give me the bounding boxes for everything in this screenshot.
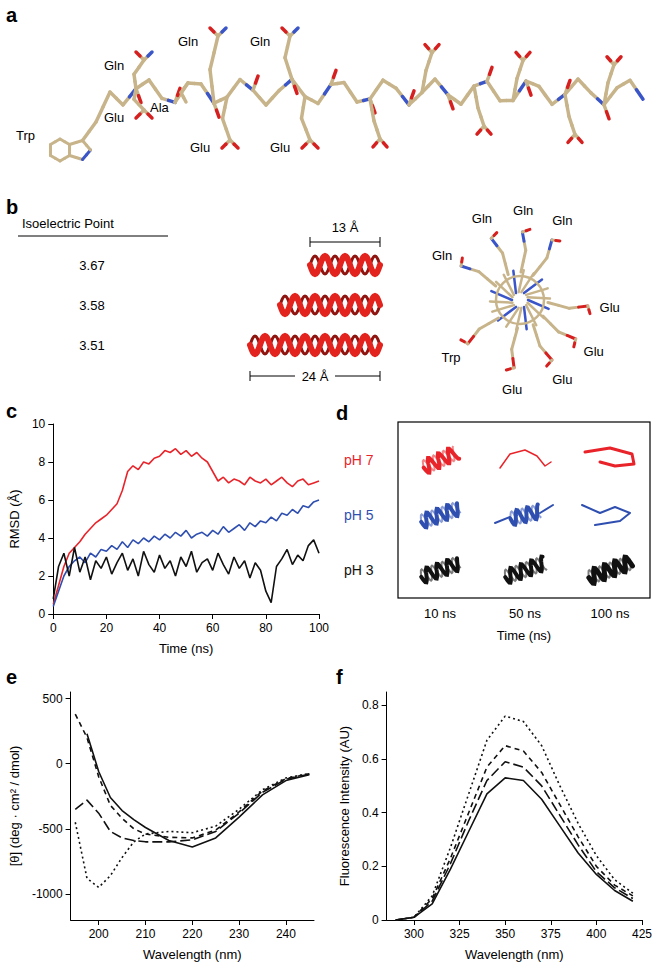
svg-text:10: 10 [32, 417, 46, 431]
svg-text:0.4: 0.4 [362, 806, 379, 820]
svg-text:Glu: Glu [502, 382, 522, 397]
svg-text:Gln: Gln [178, 34, 198, 49]
svg-text:0.2: 0.2 [362, 859, 379, 873]
svg-text:0: 0 [50, 621, 57, 635]
svg-text:240: 240 [276, 927, 296, 941]
svg-text:425: 425 [632, 927, 652, 941]
svg-text:Glu: Glu [190, 140, 210, 155]
svg-text:Trp: Trp [442, 350, 461, 365]
svg-text:pH 3: pH 3 [344, 562, 374, 578]
svg-text:200: 200 [89, 927, 109, 941]
svg-text:Glu: Glu [104, 110, 124, 125]
svg-text:0.6: 0.6 [362, 752, 379, 766]
svg-text:13 Å: 13 Å [332, 220, 359, 235]
svg-text:350: 350 [495, 927, 515, 941]
svg-text:Gln: Gln [432, 248, 452, 263]
svg-text:Ala: Ala [150, 100, 170, 115]
svg-text:4: 4 [39, 531, 46, 545]
svg-text:3.58: 3.58 [79, 298, 104, 313]
svg-text:pH 5: pH 5 [344, 507, 374, 523]
svg-text:0: 0 [39, 607, 46, 621]
svg-text:80: 80 [259, 621, 273, 635]
html-text:a: a [6, 4, 18, 26]
svg-text:210: 210 [135, 927, 155, 941]
html-text:b: b [6, 196, 19, 218]
svg-text:Gln: Gln [552, 213, 572, 228]
svg-text:8: 8 [39, 455, 46, 469]
svg-text:220: 220 [182, 927, 202, 941]
svg-text:20: 20 [100, 621, 114, 635]
html-text:c: c [6, 400, 18, 422]
svg-text:60: 60 [206, 621, 220, 635]
svg-text:2: 2 [39, 569, 46, 583]
svg-text:50 ns: 50 ns [509, 606, 541, 621]
svg-text:6: 6 [39, 493, 46, 507]
svg-text:Glu: Glu [552, 372, 572, 387]
svg-text:Trp: Trp [16, 128, 35, 143]
svg-text:Glu: Glu [600, 300, 620, 315]
svg-text:Fluorescence Intensity (AU): Fluorescence Intensity (AU) [337, 726, 352, 886]
svg-text:100: 100 [309, 621, 329, 635]
svg-text:10 ns: 10 ns [424, 606, 456, 621]
svg-text:3.67: 3.67 [79, 258, 104, 273]
svg-text:Time (ns): Time (ns) [159, 641, 213, 656]
svg-text:Gln: Gln [472, 211, 492, 226]
svg-text:Glu: Glu [584, 344, 604, 359]
svg-text:Isoelectric Point: Isoelectric Point [22, 216, 114, 231]
svg-text:Gln: Gln [104, 58, 124, 73]
svg-text:Gln: Gln [250, 34, 270, 49]
svg-text:400: 400 [586, 927, 606, 941]
svg-text:-1000: -1000 [32, 887, 63, 901]
svg-text:40: 40 [153, 621, 167, 635]
svg-text:375: 375 [541, 927, 561, 941]
svg-text:0.8: 0.8 [362, 698, 379, 712]
svg-text:Glu: Glu [270, 140, 290, 155]
svg-text:pH 7: pH 7 [344, 452, 374, 468]
svg-text:Gln: Gln [513, 203, 533, 218]
svg-text:230: 230 [229, 927, 249, 941]
svg-text:RMSD (Å): RMSD (Å) [7, 489, 22, 548]
html-text:f: f [336, 666, 343, 688]
svg-text:0: 0 [56, 757, 63, 771]
html-text:d: d [336, 402, 349, 424]
svg-text:500: 500 [43, 692, 63, 706]
svg-text:24 Å: 24 Å [302, 369, 329, 384]
svg-text:325: 325 [450, 927, 470, 941]
html-text:e: e [6, 666, 18, 688]
svg-text:Wavelength (nm): Wavelength (nm) [465, 947, 563, 962]
svg-text:Wavelength (nm): Wavelength (nm) [143, 947, 242, 962]
svg-text:300: 300 [404, 927, 424, 941]
svg-text:[θ] (deg · cm² / dmol): [θ] (deg · cm² / dmol) [7, 746, 22, 867]
svg-text:0: 0 [372, 913, 379, 927]
svg-text:3.51: 3.51 [79, 338, 104, 353]
svg-text:-500: -500 [39, 822, 63, 836]
svg-text:Time (ns): Time (ns) [497, 628, 551, 643]
svg-text:100 ns: 100 ns [590, 606, 630, 621]
